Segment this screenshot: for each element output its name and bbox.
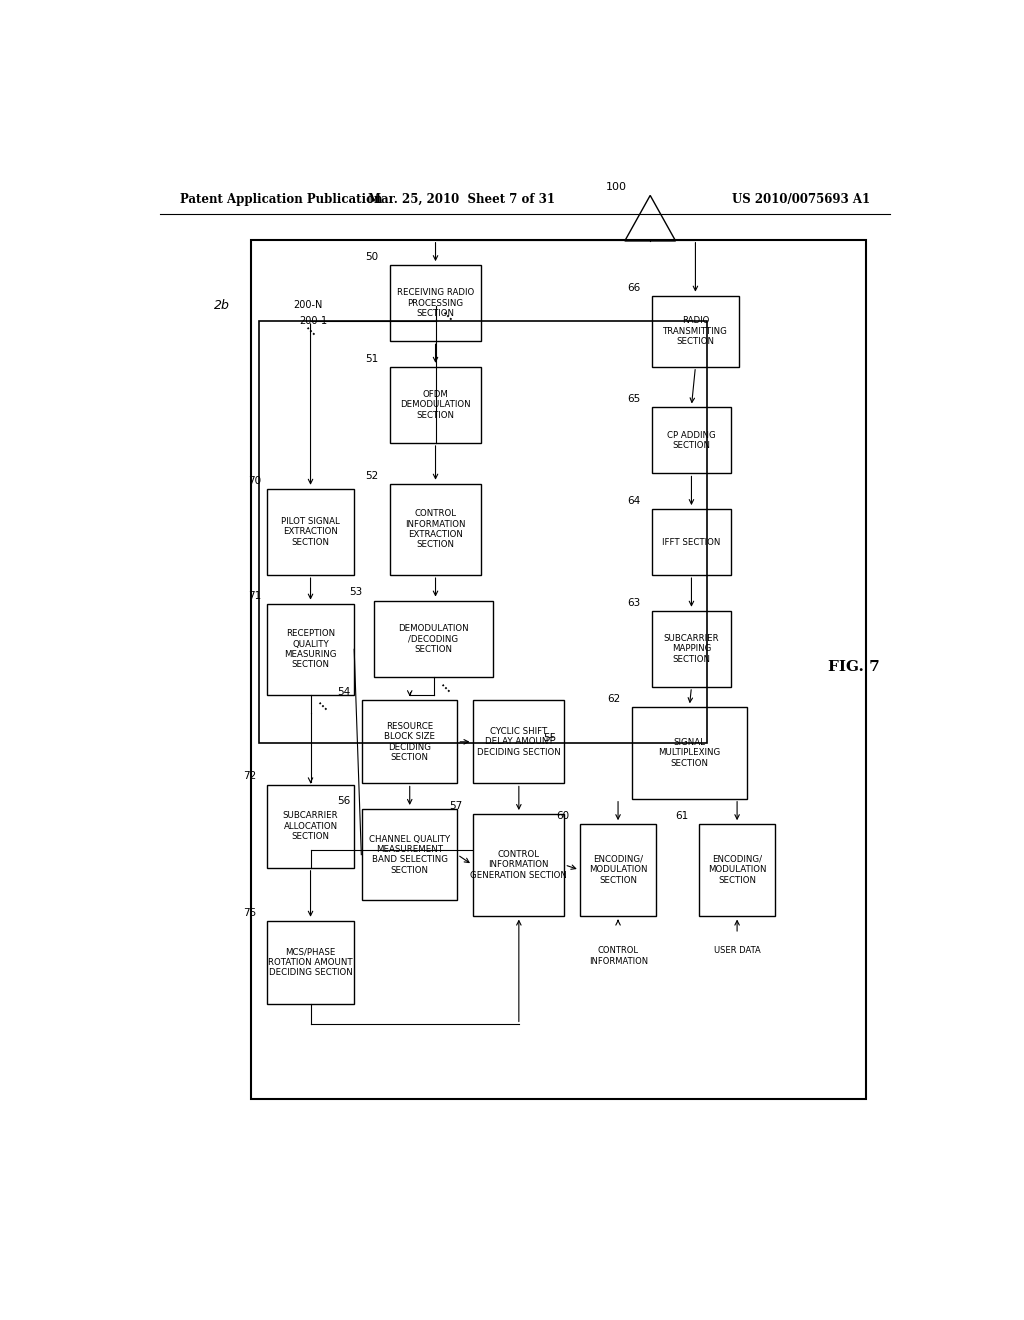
FancyBboxPatch shape [390, 483, 481, 576]
Text: MCS/PHASE
ROTATION AMOUNT
DECIDING SECTION: MCS/PHASE ROTATION AMOUNT DECIDING SECTI… [268, 948, 353, 977]
Text: US 2010/0075693 A1: US 2010/0075693 A1 [732, 193, 870, 206]
Text: 70: 70 [248, 475, 261, 486]
FancyBboxPatch shape [390, 367, 481, 444]
FancyBboxPatch shape [652, 408, 731, 474]
Text: RECEPTION
QUALITY
MEASURING
SECTION: RECEPTION QUALITY MEASURING SECTION [285, 630, 337, 669]
Text: 200-N: 200-N [293, 300, 323, 310]
FancyBboxPatch shape [473, 814, 564, 916]
FancyBboxPatch shape [362, 700, 458, 784]
FancyBboxPatch shape [374, 601, 494, 677]
Text: •••: ••• [302, 326, 315, 338]
FancyBboxPatch shape [267, 784, 354, 867]
Text: 51: 51 [366, 354, 379, 364]
Text: •••: ••• [437, 682, 451, 696]
Text: 57: 57 [449, 801, 462, 810]
Text: PILOT SIGNAL
EXTRACTION
SECTION: PILOT SIGNAL EXTRACTION SECTION [282, 517, 340, 546]
Text: 56: 56 [337, 796, 350, 805]
Text: 65: 65 [628, 395, 641, 404]
Text: 66: 66 [628, 282, 641, 293]
Text: CP ADDING
SECTION: CP ADDING SECTION [667, 430, 716, 450]
Text: 52: 52 [366, 471, 379, 480]
Text: CONTROL
INFORMATION
EXTRACTION
SECTION: CONTROL INFORMATION EXTRACTION SECTION [406, 510, 466, 549]
FancyBboxPatch shape [652, 611, 731, 686]
Text: 2b: 2b [214, 300, 229, 313]
Text: SUBCARRIER
MAPPING
SECTION: SUBCARRIER MAPPING SECTION [664, 634, 719, 664]
Text: 50: 50 [366, 252, 379, 263]
Text: 55: 55 [544, 733, 557, 743]
Text: CHANNEL QUALITY
MEASUREMENT
BAND SELECTING
SECTION: CHANNEL QUALITY MEASUREMENT BAND SELECTI… [370, 834, 451, 875]
Text: IFFT SECTION: IFFT SECTION [663, 537, 721, 546]
Text: 64: 64 [628, 496, 641, 506]
Text: CYCLIC SHIFT
DELAY AMOUNT
DECIDING SECTION: CYCLIC SHIFT DELAY AMOUNT DECIDING SECTI… [477, 727, 561, 756]
Text: 100: 100 [605, 182, 627, 191]
FancyBboxPatch shape [581, 824, 655, 916]
Text: 71: 71 [248, 590, 261, 601]
Text: Mar. 25, 2010  Sheet 7 of 31: Mar. 25, 2010 Sheet 7 of 31 [368, 193, 555, 206]
Text: 54: 54 [337, 688, 350, 697]
FancyBboxPatch shape [632, 708, 748, 799]
Text: SIGNAL
MULTIPLEXING
SECTION: SIGNAL MULTIPLEXING SECTION [658, 738, 721, 768]
Text: RADIO
TRANSMITTING
SECTION: RADIO TRANSMITTING SECTION [663, 317, 728, 346]
Text: •••: ••• [314, 701, 328, 714]
FancyBboxPatch shape [267, 488, 354, 576]
Text: RECEIVING RADIO
PROCESSING
SECTION: RECEIVING RADIO PROCESSING SECTION [397, 288, 474, 318]
Text: ENCODING/
MODULATION
SECTION: ENCODING/ MODULATION SECTION [708, 855, 766, 884]
Text: 62: 62 [607, 694, 621, 704]
Text: OFDM
DEMODULATION
SECTION: OFDM DEMODULATION SECTION [400, 389, 471, 420]
Text: 75: 75 [244, 908, 257, 917]
Text: Patent Application Publication: Patent Application Publication [179, 193, 382, 206]
FancyBboxPatch shape [473, 700, 564, 784]
Text: 60: 60 [556, 810, 569, 821]
Text: CONTROL
INFORMATION
GENERATION SECTION: CONTROL INFORMATION GENERATION SECTION [470, 850, 567, 879]
Text: 61: 61 [675, 810, 688, 821]
Text: RESOURCE
BLOCK SIZE
DECIDING
SECTION: RESOURCE BLOCK SIZE DECIDING SECTION [384, 722, 435, 762]
FancyBboxPatch shape [699, 824, 775, 916]
Text: 72: 72 [244, 771, 257, 781]
FancyBboxPatch shape [251, 240, 866, 1098]
FancyBboxPatch shape [390, 265, 481, 342]
Text: 200-1: 200-1 [299, 315, 328, 326]
FancyBboxPatch shape [652, 510, 731, 576]
FancyBboxPatch shape [267, 603, 354, 696]
Text: •••: ••• [439, 312, 453, 323]
Text: CONTROL
INFORMATION: CONTROL INFORMATION [589, 946, 648, 965]
Text: FIG. 7: FIG. 7 [828, 660, 880, 673]
Text: SUBCARRIER
ALLOCATION
SECTION: SUBCARRIER ALLOCATION SECTION [283, 812, 338, 841]
Text: ENCODING/
MODULATION
SECTION: ENCODING/ MODULATION SECTION [589, 855, 647, 884]
FancyBboxPatch shape [362, 809, 458, 900]
Text: DEMODULATION
/DECODING
SECTION: DEMODULATION /DECODING SECTION [398, 624, 469, 653]
Text: 63: 63 [628, 598, 641, 607]
Text: USER DATA: USER DATA [714, 946, 761, 956]
FancyBboxPatch shape [652, 296, 739, 367]
FancyBboxPatch shape [267, 921, 354, 1005]
Text: 53: 53 [349, 587, 362, 598]
